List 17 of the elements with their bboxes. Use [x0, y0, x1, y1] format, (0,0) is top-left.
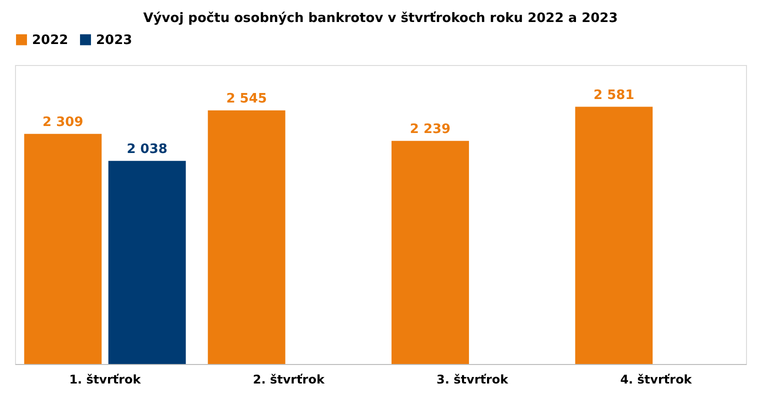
bar	[24, 134, 102, 364]
data-label: 2 239	[410, 122, 451, 137]
data-label: 2 038	[126, 142, 168, 157]
chart-title: Vývoj počtu osobných bankrotov v štvrťrokoch roku 2022 a 2023	[143, 11, 618, 26]
x-tick-label: 4. štvrťrok	[620, 372, 693, 386]
x-tick-label: 3. štvrťrok	[436, 372, 510, 386]
data-label: 2 581	[594, 88, 634, 103]
x-tick-label: 2. štvrťrok	[252, 372, 326, 386]
legend-label: 2023	[96, 32, 132, 48]
data-label: 2 309	[42, 114, 84, 130]
bar	[208, 110, 286, 364]
bar	[575, 106, 653, 364]
legend-label: 2022	[32, 32, 68, 48]
bar	[108, 160, 186, 364]
x-tick-label: 1. štvrťrok	[69, 372, 142, 386]
bar	[392, 140, 469, 364]
data-label: 2 545	[226, 91, 267, 106]
